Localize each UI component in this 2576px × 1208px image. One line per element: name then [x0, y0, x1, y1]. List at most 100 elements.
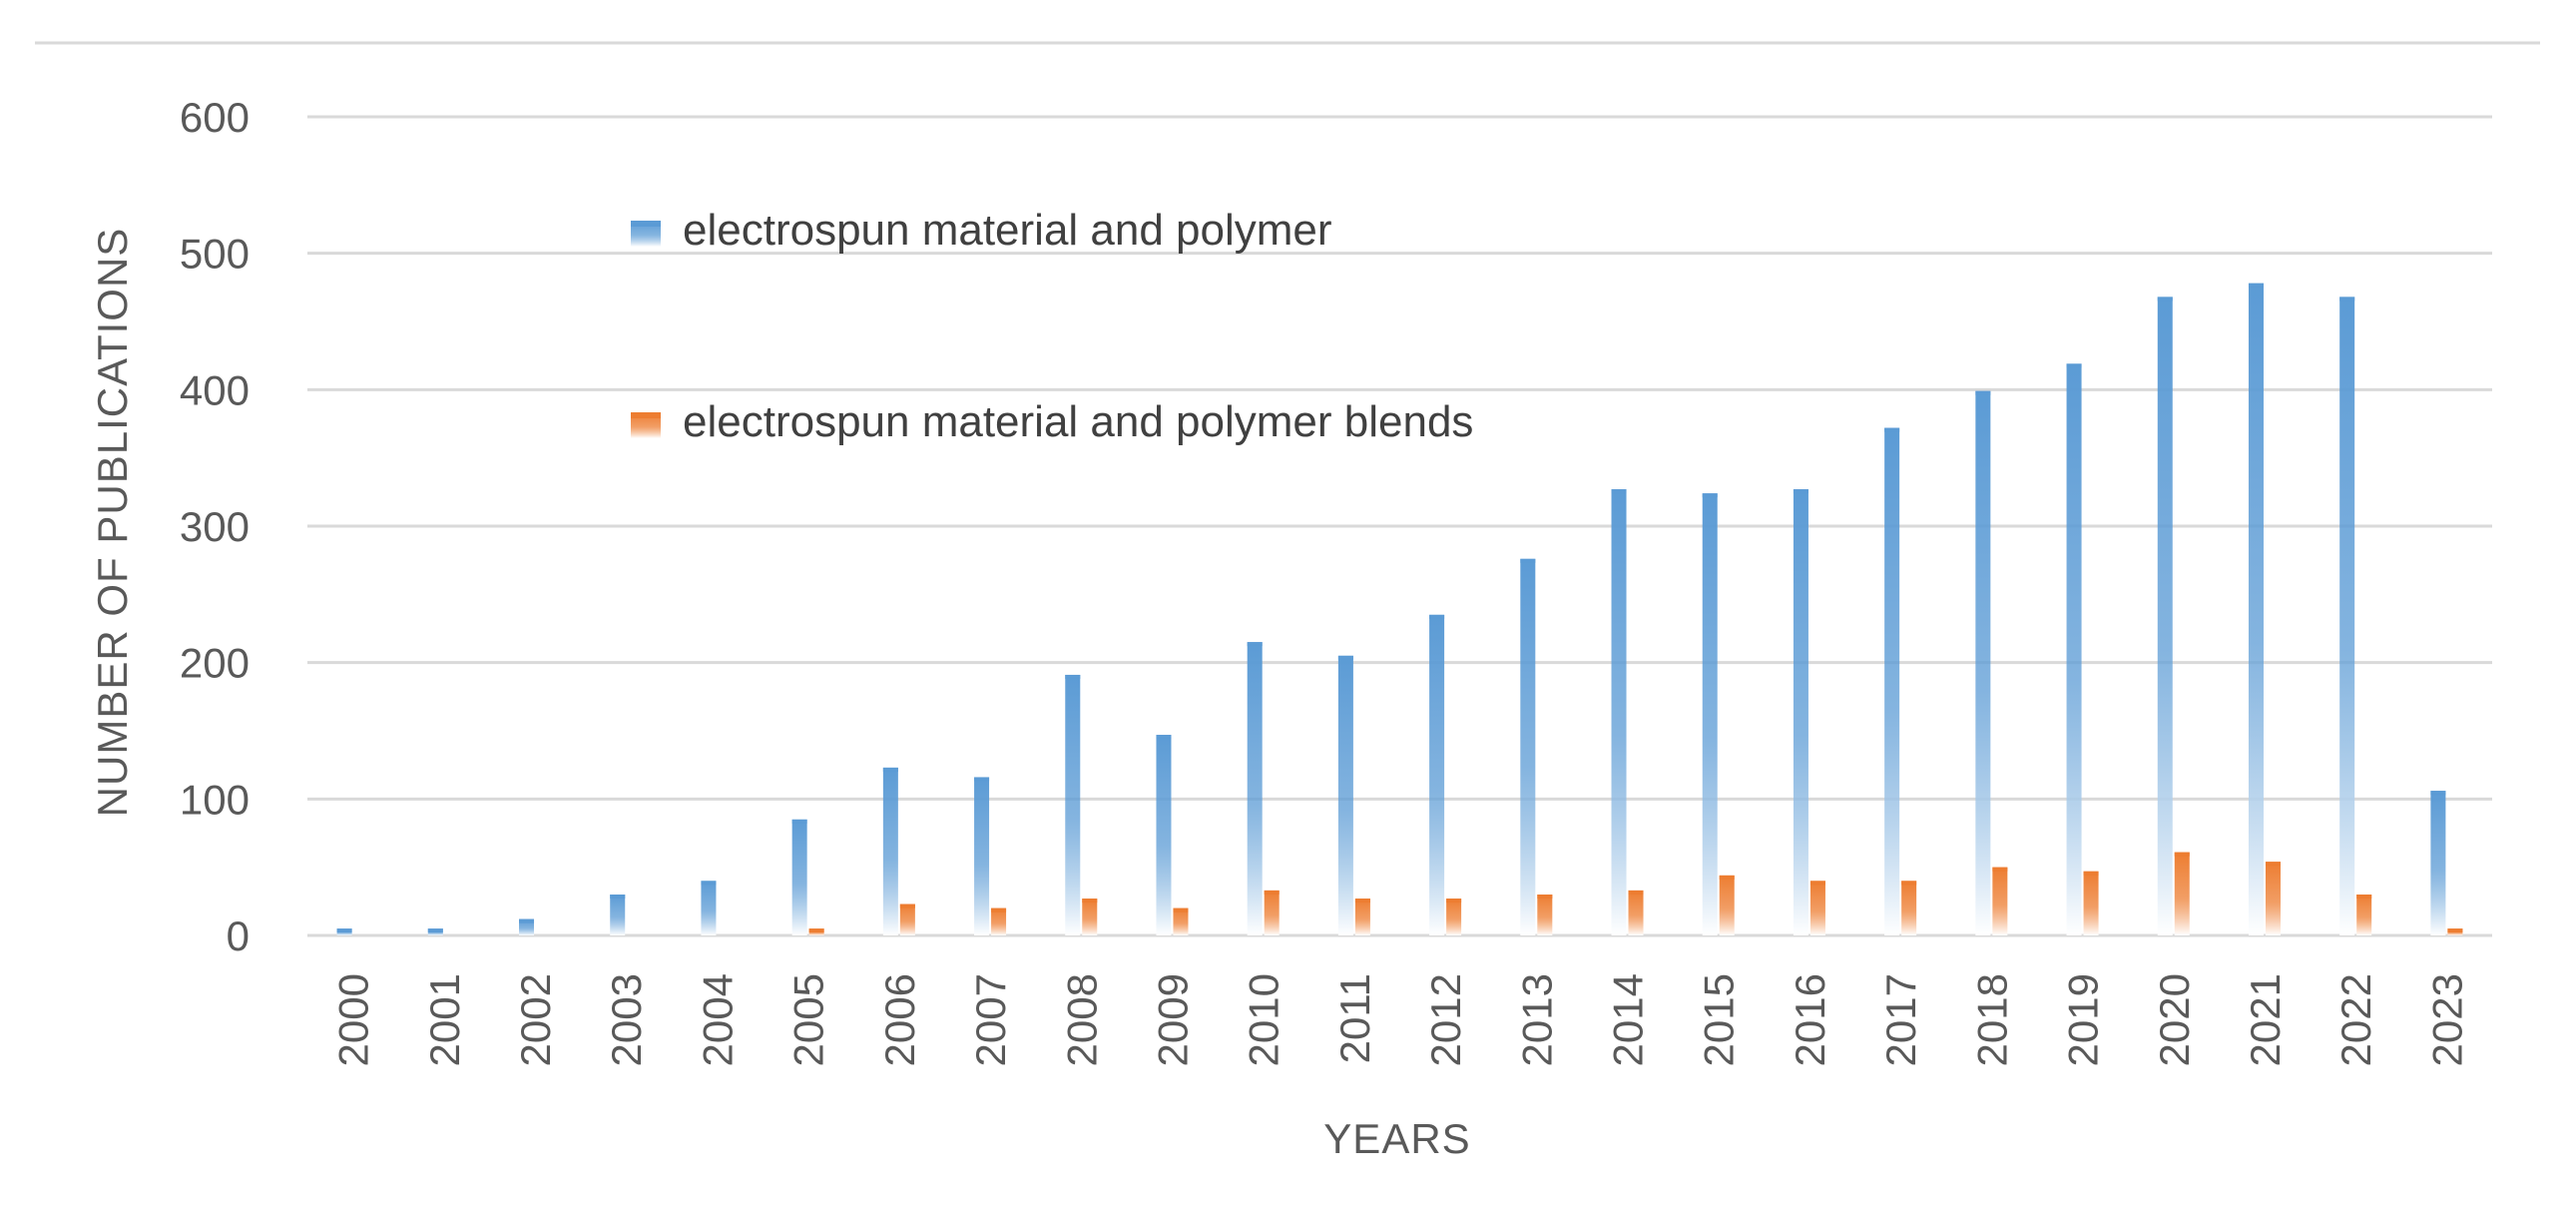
x-tick-label-2016: 2016	[1787, 973, 1833, 1066]
y-tick-label: 0	[227, 912, 250, 959]
x-tick-labels: 2000 2001 2002 2003 2004 2005 2006 2007 2008 2009…	[330, 973, 2471, 1066]
bars	[336, 283, 2463, 935]
bar-polymer-2008	[1065, 674, 1081, 935]
bar-polymer-blends-2020	[2174, 852, 2190, 935]
bar-cap-2019	[2066, 363, 2082, 368]
bar-cap-2011	[1337, 655, 1353, 660]
bar-polymer-2018	[1975, 390, 1991, 935]
bar-polymer-2012	[1429, 614, 1445, 935]
bar-cap-2016	[1809, 881, 1825, 886]
x-tick-label-2015: 2015	[1696, 973, 1743, 1066]
bar-polymer-blends-2022	[2356, 895, 2372, 935]
bar-cap-2015	[1702, 493, 1718, 498]
bar-cap-2023	[2430, 791, 2446, 796]
bar-polymer-2006	[882, 767, 898, 935]
bar-cap-2002	[519, 918, 535, 923]
bar-cap-2013	[1520, 558, 1536, 563]
bar-cap-2023	[2447, 928, 2463, 933]
bar-polymer-2019	[2066, 363, 2082, 935]
legend-swatch-cap-2	[631, 412, 661, 418]
y-tick-label: 200	[180, 640, 250, 687]
x-axis-title: YEARS	[1323, 1115, 1470, 1162]
bar-cap-2012	[1429, 614, 1445, 619]
bar-polymer-2021	[2248, 283, 2264, 935]
bar-polymer-blends-2006	[899, 904, 915, 935]
bar-polymer-2009	[1156, 735, 1172, 935]
bar-cap-2017	[1884, 427, 1900, 432]
bar-polymer-blends-2009	[1173, 907, 1189, 935]
bar-polymer-blends-2007	[991, 907, 1007, 935]
x-tick-label-2003: 2003	[603, 973, 650, 1066]
bar-cap-2013	[1537, 895, 1553, 899]
y-tick-labels: 0 100 200 300 400 500 600	[180, 94, 250, 959]
x-tick-label-2011: 2011	[1331, 973, 1378, 1063]
bar-polymer-blends-2010	[1264, 890, 1280, 935]
gridlines	[307, 115, 2492, 937]
bar-polymer-blends-2012	[1446, 899, 1462, 935]
bar-cap-2008	[1082, 899, 1098, 904]
bar-cap-2004	[701, 881, 717, 886]
bar-cap-2003	[610, 895, 626, 899]
bar-cap-2018	[1992, 867, 2008, 872]
bar-polymer-2010	[1247, 642, 1263, 935]
bar-polymer-2022	[2339, 297, 2355, 935]
legend-label-2: electrospun material and polymer blends	[683, 397, 1473, 446]
x-tick-label-2006: 2006	[876, 973, 923, 1066]
bar-cap-2005	[791, 819, 807, 824]
x-tick-label-2023: 2023	[2423, 973, 2470, 1066]
bar-cap-2022	[2356, 895, 2372, 899]
bar-cap-2021	[2248, 283, 2264, 288]
bar-polymer-blends-2014	[1628, 890, 1644, 935]
bar-polymer-blends-2011	[1354, 899, 1370, 935]
bar-cap-2006	[882, 767, 898, 772]
bar-cap-2008	[1065, 674, 1081, 679]
bar-polymer-2002	[519, 918, 535, 935]
x-tick-label-2012: 2012	[1422, 973, 1469, 1066]
x-tick-label-2001: 2001	[421, 973, 468, 1066]
bar-polymer-2014	[1611, 489, 1627, 935]
bar-polymer-2017	[1884, 427, 1900, 935]
y-tick-label: 400	[180, 366, 250, 413]
bar-cap-2020	[2157, 297, 2173, 302]
bar-polymer-2011	[1337, 655, 1353, 935]
x-tick-label-2019: 2019	[2060, 973, 2107, 1066]
x-tick-label-2014: 2014	[1605, 973, 1652, 1066]
bar-polymer-2023	[2430, 791, 2446, 935]
bar-cap-2007	[991, 907, 1007, 912]
bar-polymer-2020	[2157, 297, 2173, 935]
x-tick-label-2000: 2000	[330, 973, 377, 1066]
bar-cap-2001	[427, 928, 443, 933]
x-tick-label-2008: 2008	[1058, 973, 1105, 1066]
bar-cap-2012	[1446, 899, 1462, 904]
bar-polymer-2005	[791, 819, 807, 935]
y-tick-label: 600	[180, 94, 250, 141]
bar-cap-2014	[1628, 890, 1644, 895]
bar-polymer-2016	[1793, 489, 1808, 935]
legend: electrospun material and polymer electros…	[631, 206, 1473, 446]
x-tick-label-2021: 2021	[2242, 973, 2289, 1066]
x-tick-label-2004: 2004	[694, 973, 741, 1066]
bar-cap-2009	[1173, 907, 1189, 912]
x-tick-label-2020: 2020	[2151, 973, 2198, 1066]
bar-cap-2016	[1793, 489, 1808, 494]
bar-polymer-blends-2018	[1992, 867, 2008, 935]
x-tick-label-2005: 2005	[785, 973, 832, 1066]
bar-polymer-blends-2013	[1537, 895, 1553, 935]
x-tick-label-2013: 2013	[1513, 973, 1560, 1066]
bar-polymer-2007	[974, 777, 990, 935]
bar-cap-2011	[1354, 899, 1370, 904]
y-tick-label: 300	[180, 503, 250, 550]
bar-cap-2015	[1719, 875, 1735, 880]
bar-polymer-blends-2017	[1901, 881, 1917, 935]
legend-swatch-cap-1	[631, 221, 661, 227]
y-tick-label: 500	[180, 231, 250, 278]
bar-cap-2018	[1975, 390, 1991, 395]
bar-cap-2019	[2083, 871, 2099, 876]
bar-cap-2010	[1264, 890, 1280, 895]
legend-label-1: electrospun material and polymer	[683, 206, 1332, 255]
bar-cap-2021	[2265, 862, 2281, 867]
bar-polymer-2004	[701, 881, 717, 935]
bar-cap-2010	[1247, 642, 1263, 647]
bar-polymer-blends-2019	[2083, 871, 2099, 935]
